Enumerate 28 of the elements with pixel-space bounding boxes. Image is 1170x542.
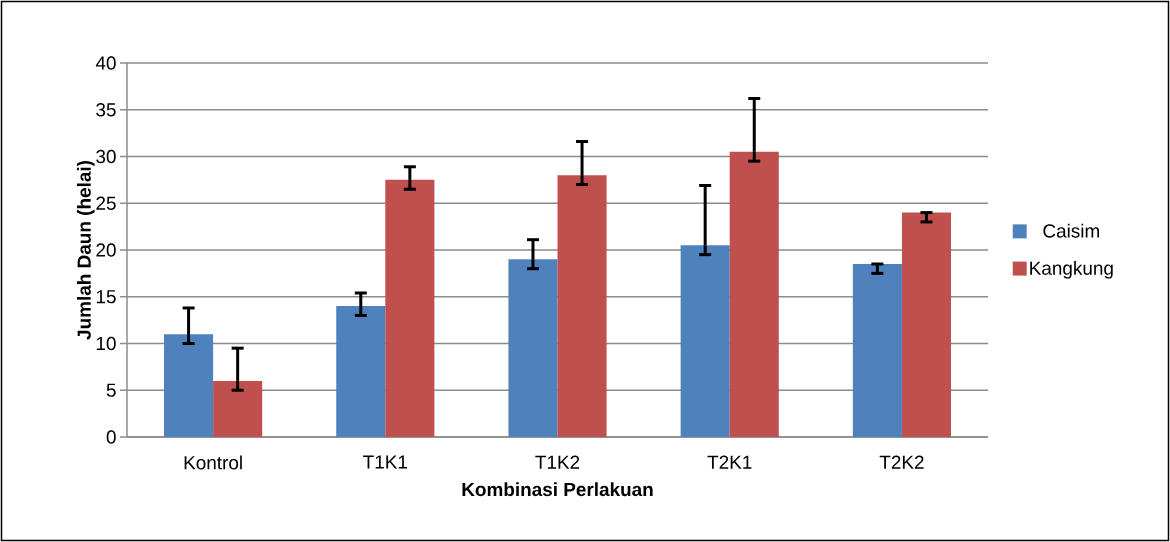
bar <box>213 380 263 437</box>
bar <box>336 306 386 437</box>
x-tick-label: T2K2 <box>879 455 924 469</box>
y-tick-label: 40 <box>95 56 116 70</box>
y-tick-label: 5 <box>106 383 116 397</box>
x-tick-label: T2K1 <box>707 455 752 469</box>
legend-label: Kangkung <box>1030 260 1113 279</box>
x-tick-label: T1K2 <box>535 455 580 469</box>
bar <box>852 264 902 437</box>
x-tick-label: T1K1 <box>363 455 407 469</box>
y-tick-label: 30 <box>96 149 116 164</box>
bar <box>901 212 951 437</box>
y-tick-label: 35 <box>96 103 116 117</box>
y-axis-title: Jumlah Daun (helai) <box>76 161 95 340</box>
x-axis-title: Kombinasi Perlakuan <box>462 482 653 497</box>
y-tick-label: 10 <box>96 336 116 351</box>
y-tick-label: 0 <box>106 430 116 444</box>
bar <box>508 259 558 437</box>
bar <box>164 334 214 437</box>
y-tick-label: 25 <box>96 196 116 210</box>
x-tick-label: Kontrol <box>184 455 242 470</box>
bar <box>385 179 435 437</box>
y-tick-label: 15 <box>96 290 116 304</box>
bar <box>729 151 779 437</box>
bar <box>680 245 730 437</box>
y-tick-label: 20 <box>96 243 116 257</box>
legend-label: Caisim <box>1043 223 1099 238</box>
bar <box>557 175 607 437</box>
